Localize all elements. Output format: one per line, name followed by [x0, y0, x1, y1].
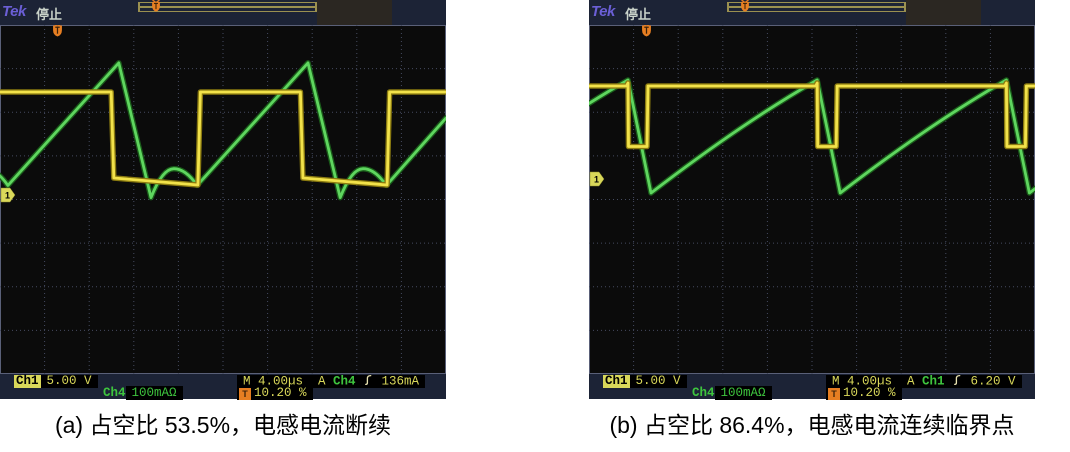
- svg-text:1: 1: [5, 191, 10, 201]
- svg-text:1: 1: [594, 175, 599, 185]
